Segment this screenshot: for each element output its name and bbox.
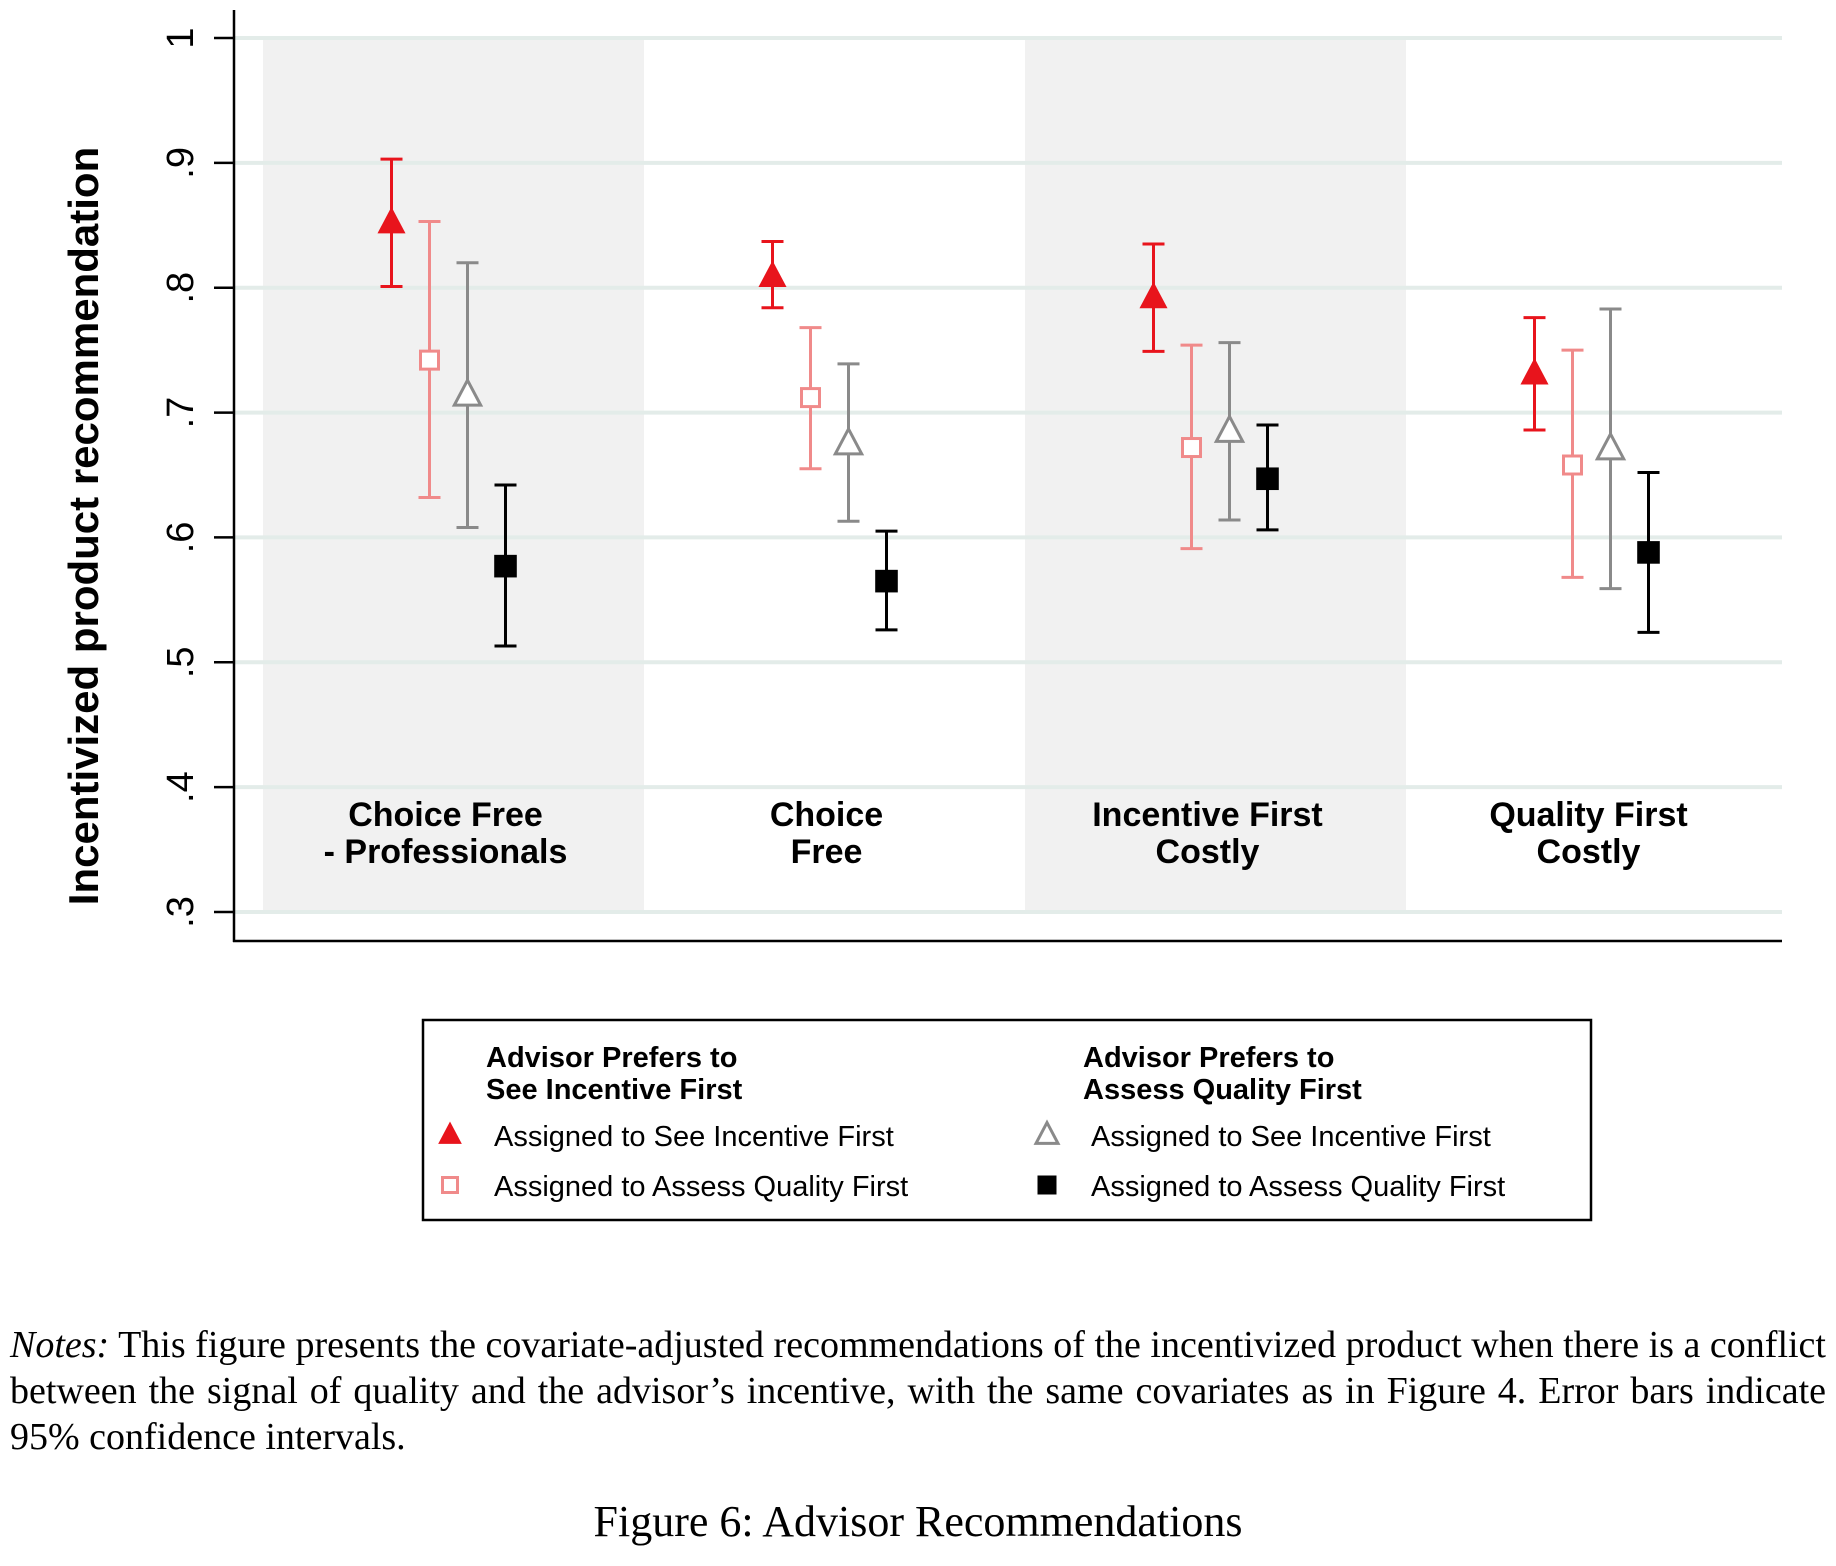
y-tick-label: .9 <box>160 147 202 179</box>
data-marks <box>377 157 1660 648</box>
notes-text: This figure presents the covariate-adjus… <box>10 1324 1826 1458</box>
data-point-marker <box>1213 413 1246 443</box>
data-point-marker <box>1256 467 1279 491</box>
category-label: Costly <box>1537 833 1641 871</box>
data-point-marker <box>451 377 484 407</box>
legend-marker <box>1037 1175 1057 1195</box>
data-point-marker <box>377 206 406 234</box>
data-point-group <box>875 529 898 632</box>
data-point-group <box>451 261 484 529</box>
data-point-marker <box>875 569 898 593</box>
data-point-group <box>1594 307 1627 591</box>
category-label: - Professionals <box>324 833 568 871</box>
y-tick-label: 1 <box>160 27 202 48</box>
data-point-marker <box>1520 357 1549 385</box>
category-label: Quality First <box>1489 796 1687 834</box>
legend-box <box>421 1018 1593 1222</box>
data-point-marker <box>1594 430 1627 461</box>
category-label: Choice Free <box>348 796 543 834</box>
category-panel-bg <box>1025 38 1406 912</box>
data-point-group <box>832 362 865 523</box>
legend-marker <box>438 1121 462 1144</box>
legend-entry-label: Assigned to See Incentive First <box>1091 1121 1491 1153</box>
y-tick-label: .3 <box>160 896 202 928</box>
category-label: Costly <box>1156 833 1260 871</box>
figure-notes: Notes: This figure presents the covariat… <box>10 1322 1826 1460</box>
legend-group-title: Assess Quality First <box>1083 1074 1362 1106</box>
y-gridlines <box>234 36 1782 914</box>
data-point-group <box>1139 242 1168 353</box>
y-tick-label: .6 <box>160 522 202 554</box>
y-ticks: .3 .4 .5 .6 .7 .8 .9 1 <box>160 27 234 928</box>
data-point-marker <box>494 554 517 578</box>
notes-label: Notes: <box>10 1324 110 1366</box>
data-point-marker <box>832 425 865 456</box>
y-tick-label: .7 <box>160 397 202 429</box>
data-point-group <box>1520 316 1549 432</box>
category-label: Free <box>791 833 863 871</box>
data-point-marker <box>1637 541 1660 564</box>
data-point-marker <box>1139 281 1168 309</box>
y-axis-label: Incentivized product recommendation <box>60 147 107 905</box>
y-tick-label: .4 <box>160 771 202 803</box>
data-point-marker <box>1181 437 1202 459</box>
legend-entry-label: Assigned to Assess Quality First <box>494 1171 908 1203</box>
data-point-group <box>1180 343 1203 551</box>
legend-entry-label: Assigned to Assess Quality First <box>1091 1171 1505 1203</box>
data-point-group <box>494 483 517 648</box>
legend-marker <box>441 1176 459 1194</box>
data-point-group <box>1213 341 1246 522</box>
category-panel-bg <box>263 38 644 912</box>
figure-caption: Figure 6: Advisor Recommendations <box>593 1497 1243 1546</box>
legend-group-title: Advisor Prefers to <box>1083 1042 1334 1074</box>
data-point-group <box>1637 471 1660 634</box>
data-point-marker <box>1562 454 1583 476</box>
data-point-group <box>1561 348 1584 579</box>
category-label: Choice <box>770 796 883 834</box>
category-label: Incentive First <box>1092 796 1323 834</box>
category-panels <box>263 38 1406 912</box>
legend-entry-label: Assigned to See Incentive First <box>494 1121 894 1153</box>
legend-group-title: Advisor Prefers to <box>486 1042 737 1074</box>
y-tick-label: .8 <box>160 272 202 304</box>
y-tick-label: .5 <box>160 646 202 678</box>
data-point-group <box>758 240 787 310</box>
legend-marker <box>1033 1119 1061 1145</box>
data-point-group <box>799 326 822 471</box>
data-point-group <box>1256 423 1279 532</box>
legend-group-title: See Incentive First <box>486 1074 743 1106</box>
chart: .3 .4 .5 .6 .7 .8 .9 1 Incentivized product rec… <box>60 10 1782 1222</box>
data-point-group <box>418 220 441 499</box>
data-point-marker <box>758 260 787 288</box>
data-point-marker <box>419 349 440 371</box>
data-point-marker <box>800 387 821 409</box>
data-point-group <box>377 157 406 288</box>
